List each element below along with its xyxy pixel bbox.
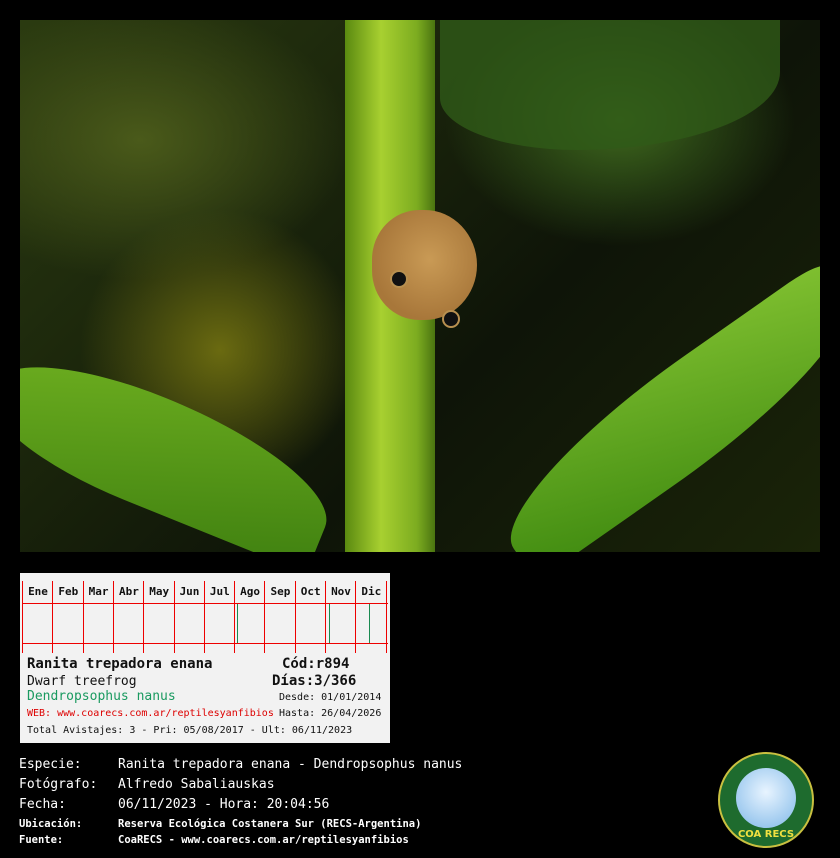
month-label: Feb	[58, 585, 79, 598]
leaf	[479, 258, 820, 552]
sighting-mark	[328, 604, 330, 643]
date-row: Fecha: 06/11/2023 - Hora: 20:04:56	[19, 797, 329, 812]
source-label: Fuente:	[19, 834, 64, 846]
month-divider	[385, 581, 387, 653]
month-divider	[173, 581, 175, 653]
frog-eye	[442, 310, 460, 328]
month-divider	[325, 581, 326, 653]
leaf	[20, 336, 348, 552]
species-photo	[20, 20, 820, 552]
month-label: Ene	[28, 585, 48, 598]
grid-line	[22, 603, 388, 604]
month-divider	[112, 581, 114, 653]
sighting-mark	[236, 604, 238, 643]
logo-text: COA RECS	[737, 829, 795, 840]
date-value: 06/11/2023 - Hora: 20:04:56	[118, 797, 330, 812]
sighting-mark	[368, 604, 370, 643]
days-count: Días:3/366	[272, 673, 357, 689]
month-label: Oct	[300, 585, 321, 598]
month-calendar: Ene Feb Mar Abr May Jun Jul Ago Sep Oct Nov Dic	[22, 573, 388, 653]
species-value: Ranita trepadora enana - Dendropsophus n…	[118, 757, 463, 772]
location-row: Ubicación: Reserva Ecológica Costanera Su…	[19, 818, 421, 830]
common-name-es: Ranita trepadora enana	[27, 656, 213, 672]
photographer-row: Fotógrafo: Alfredo Sabaliauskas	[19, 777, 275, 792]
species-label: Especie:	[19, 757, 82, 772]
coa-recs-logo: COA RECS	[718, 752, 814, 848]
month-label: Abr	[118, 585, 139, 598]
location-value: Reserva Ecológica Costanera Sur (RECS-Ar…	[118, 818, 422, 830]
month-divider	[264, 581, 266, 653]
month-label: Jun	[179, 585, 200, 598]
frog-eye	[390, 270, 408, 288]
month-divider	[234, 581, 236, 653]
species-row: Especie: Ranita trepadora enana - Dendrop…	[19, 757, 462, 772]
sighting-totals: Total Avistajes: 3 - Pri: 05/08/2017 - U…	[27, 725, 353, 736]
month-divider	[294, 581, 296, 653]
month-label: Mar	[88, 585, 109, 598]
month-divider	[203, 581, 205, 653]
common-name-en: Dwarf treefrog	[27, 674, 137, 689]
frog	[372, 210, 477, 328]
month-divider	[143, 581, 145, 653]
month-label: Jul	[209, 585, 230, 598]
source-value: CoaRECS - www.coarecs.com.ar/reptilesyan…	[118, 834, 409, 846]
month-divider	[52, 581, 54, 653]
species-code: Cód:r894	[282, 656, 350, 672]
month-label: Ago	[240, 585, 261, 598]
web-link[interactable]: WEB: www.coarecs.com.ar/reptilesyanfibio…	[27, 708, 274, 719]
month-divider	[22, 581, 23, 653]
source-row: Fuente: CoaRECS - www.coarecs.com.ar/rept…	[19, 834, 409, 846]
duck-emblem	[736, 768, 796, 828]
photographer-label: Fotógrafo:	[19, 777, 98, 792]
month-label: May	[149, 585, 170, 598]
month-label: Dic	[361, 585, 382, 598]
scientific-name: Dendropsophus nanus	[27, 689, 176, 704]
photographer-value: Alfredo Sabaliauskas	[118, 777, 275, 792]
month-label: Nov	[331, 585, 351, 598]
until-date: Hasta: 26/04/2026	[279, 708, 382, 719]
since-date: Desde: 01/01/2014	[279, 692, 382, 703]
month-divider	[82, 581, 84, 653]
location-label: Ubicación:	[19, 818, 83, 830]
grid-line	[22, 643, 388, 644]
month-label: Sep	[270, 585, 291, 598]
month-divider	[355, 581, 357, 653]
species-card: Ene Feb Mar Abr May Jun Jul Ago Sep Oct Nov Dic Ran…	[20, 573, 390, 743]
date-label: Fecha:	[19, 797, 66, 812]
leaf	[440, 20, 780, 150]
